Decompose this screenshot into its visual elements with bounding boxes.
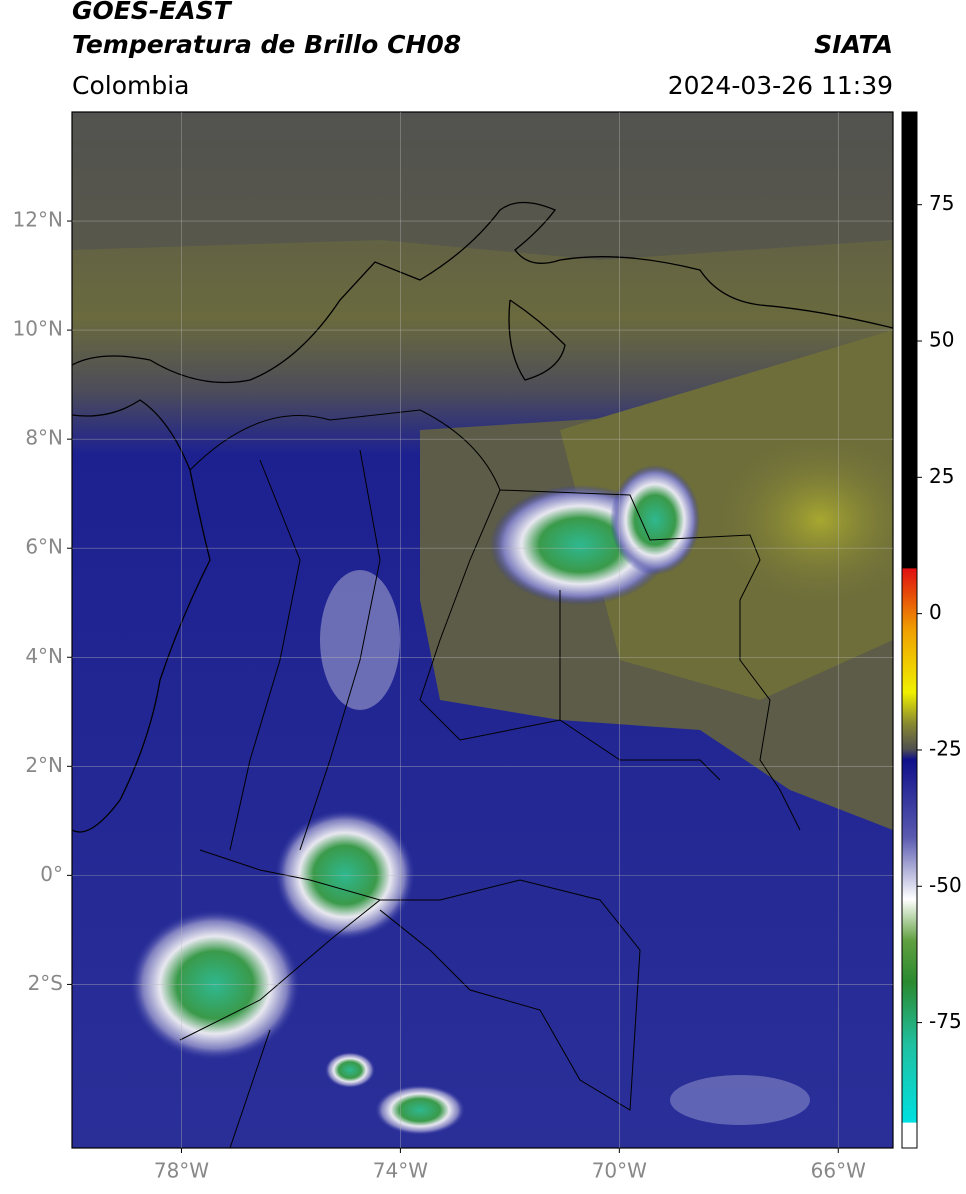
y-tick-label: 2°S [28, 971, 63, 995]
cloud-patch [670, 1075, 810, 1125]
border [199, 849, 641, 1111]
source: SIATA [814, 30, 893, 59]
y-tick-label: 8°N [25, 426, 63, 450]
storm-cell [275, 810, 415, 940]
subtitle: Temperatura de Brillo CH08 [72, 30, 461, 59]
y-tick-label: 2°N [25, 753, 63, 777]
colorbar-tick-label: -75 [929, 1009, 962, 1033]
y-tick-label: 6°N [25, 535, 63, 559]
coastline [72, 201, 893, 384]
title: GOES-EAST [72, 0, 233, 25]
colorbar-tick-label: -25 [929, 736, 962, 760]
y-tick-label: 12°N [13, 208, 63, 232]
storm-cell [130, 910, 300, 1060]
coastline [72, 399, 211, 833]
storm-cell [375, 1085, 465, 1135]
satellite-image [72, 112, 893, 1148]
colorbar-tick-label: 0 [929, 600, 942, 624]
x-tick-label: 66°W [811, 1159, 866, 1183]
border [189, 409, 721, 781]
storm-cell [325, 1052, 375, 1088]
region: Colombia [72, 71, 189, 100]
colorbar-tick-label: 75 [929, 191, 954, 215]
dry-region [710, 430, 893, 610]
x-tick-label: 78°W [154, 1159, 209, 1183]
cloud-patch [320, 570, 400, 710]
storm-cell [610, 465, 700, 575]
x-tick-label: 70°W [592, 1159, 647, 1183]
border [229, 449, 561, 851]
colorbar-tick-label: 50 [929, 328, 954, 352]
colorbar-tick-label: -50 [929, 873, 962, 897]
datetime: 2024-03-26 11:39 [668, 71, 893, 100]
map-frame [71, 111, 894, 1149]
cloud-band [72, 112, 893, 260]
colorbar [901, 111, 918, 1149]
border [499, 489, 801, 831]
colorbar-tick-label: 25 [929, 464, 954, 488]
y-tick-label: 4°N [25, 644, 63, 668]
x-tick-label: 74°W [373, 1159, 428, 1183]
coastline [508, 299, 566, 381]
y-tick-label: 0° [40, 862, 63, 886]
border [179, 899, 381, 1148]
y-tick-label: 10°N [13, 317, 63, 341]
